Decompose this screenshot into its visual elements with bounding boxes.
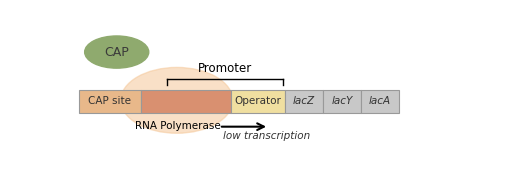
FancyBboxPatch shape — [323, 90, 361, 113]
Text: Promoter: Promoter — [198, 63, 252, 75]
Text: lacZ: lacZ — [293, 97, 315, 106]
Text: lacA: lacA — [369, 97, 391, 106]
FancyBboxPatch shape — [141, 90, 231, 113]
Text: RNA Polymerase: RNA Polymerase — [135, 121, 220, 131]
Text: CAP: CAP — [104, 46, 129, 59]
Text: Operator: Operator — [235, 97, 281, 106]
Ellipse shape — [121, 67, 233, 133]
FancyBboxPatch shape — [285, 90, 323, 113]
Text: low transcription: low transcription — [223, 131, 310, 141]
Text: CAP site: CAP site — [88, 97, 131, 106]
Text: lacY: lacY — [331, 97, 353, 106]
FancyBboxPatch shape — [361, 90, 399, 113]
Ellipse shape — [85, 36, 149, 68]
FancyBboxPatch shape — [79, 90, 141, 113]
FancyBboxPatch shape — [231, 90, 285, 113]
